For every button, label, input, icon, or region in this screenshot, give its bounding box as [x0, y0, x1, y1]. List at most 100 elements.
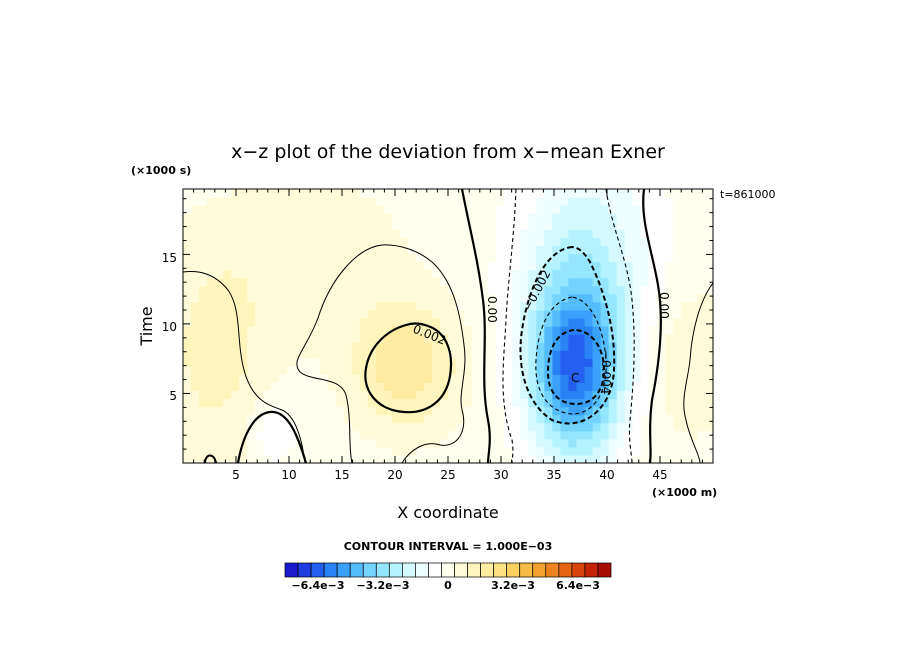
field-cell [632, 253, 642, 263]
field-cell [231, 366, 240, 375]
field-cell [431, 301, 441, 311]
field-cell [504, 446, 513, 456]
field-cell [504, 382, 513, 392]
field-cell [375, 221, 385, 230]
contour-neg3 [535, 296, 607, 415]
colorbar-label: 0 [444, 579, 452, 592]
field-cell [552, 237, 562, 247]
field-cell [367, 438, 377, 448]
field-cell [311, 406, 321, 416]
field-cell [576, 438, 586, 448]
field-cell [488, 205, 497, 214]
field-cell [512, 261, 521, 271]
field-cell [488, 221, 497, 230]
field-cell [632, 237, 642, 247]
field-cell [536, 317, 545, 327]
field-cell [407, 213, 417, 222]
field-cell [431, 293, 441, 303]
colorbar-swatch [506, 562, 521, 578]
field-cell [680, 350, 690, 359]
field-cell [415, 253, 425, 263]
field-cell [528, 317, 537, 327]
field-cell [327, 309, 337, 319]
field-cell [255, 366, 264, 375]
field-cell [279, 454, 288, 463]
field-cell [327, 253, 337, 263]
field-cell [367, 205, 377, 214]
field-cell [648, 334, 658, 343]
field-cell [680, 390, 690, 400]
field-cell [464, 454, 473, 463]
field-cell [343, 229, 353, 238]
field-cell [359, 438, 369, 448]
field-cell [456, 342, 465, 351]
field-cell [407, 342, 417, 351]
field-cell [632, 189, 642, 198]
field-cell [648, 350, 658, 359]
field-cell [407, 366, 417, 375]
field-cell [191, 309, 200, 319]
field-cell [399, 309, 409, 319]
field-cell [287, 269, 297, 279]
field-cell [536, 342, 545, 351]
field-cell [496, 334, 505, 343]
field-cell [287, 213, 297, 222]
field-cell [423, 237, 433, 247]
field-cell [343, 213, 353, 222]
field-cell [536, 438, 545, 448]
field-cell [608, 293, 618, 303]
field-cell [568, 269, 578, 279]
field-cell [439, 366, 449, 375]
field-cell [648, 245, 658, 255]
field-cell [391, 213, 401, 222]
field-cell [520, 422, 529, 432]
field-cell [512, 253, 521, 263]
field-cell [231, 414, 240, 424]
colorbar-swatch [480, 562, 494, 578]
field-cell [215, 366, 224, 375]
field-cell [504, 342, 513, 351]
field-cell [616, 277, 626, 287]
field-cell [287, 229, 297, 238]
field-cell [391, 277, 401, 287]
field-cell [359, 366, 369, 375]
field-cell [271, 301, 280, 311]
field-cell [327, 261, 337, 271]
field-cell [183, 430, 192, 440]
field-cell [343, 350, 353, 359]
field-cell [191, 382, 200, 392]
field-cell [319, 309, 329, 319]
field-cell [656, 438, 666, 448]
field-cell [696, 430, 706, 440]
field-cell [215, 213, 224, 222]
field-cell [415, 221, 425, 230]
field-cell [231, 213, 240, 222]
field-cell [512, 350, 521, 359]
field-cell [183, 301, 192, 311]
field-cell [696, 237, 706, 247]
field-cell [335, 430, 345, 440]
field-cell [311, 414, 321, 424]
field-cell [472, 229, 481, 238]
field-cell [560, 390, 570, 400]
field-cell [391, 414, 401, 424]
field-cell [359, 277, 369, 287]
field-cell [247, 293, 256, 303]
field-cell [223, 221, 232, 230]
field-cell [672, 245, 682, 255]
field-cell [584, 221, 594, 230]
field-cell [431, 277, 441, 287]
field-cell [512, 301, 521, 311]
field-cell [632, 430, 642, 440]
field-cell [207, 277, 216, 287]
field-cell [496, 406, 505, 416]
field-cell [648, 317, 658, 327]
field-cell [624, 253, 634, 263]
field-cell [351, 366, 361, 375]
field-cell [672, 253, 682, 263]
field-cell [367, 334, 377, 343]
field-cell [672, 414, 682, 424]
field-cell [504, 197, 513, 206]
field-cell [592, 334, 602, 343]
